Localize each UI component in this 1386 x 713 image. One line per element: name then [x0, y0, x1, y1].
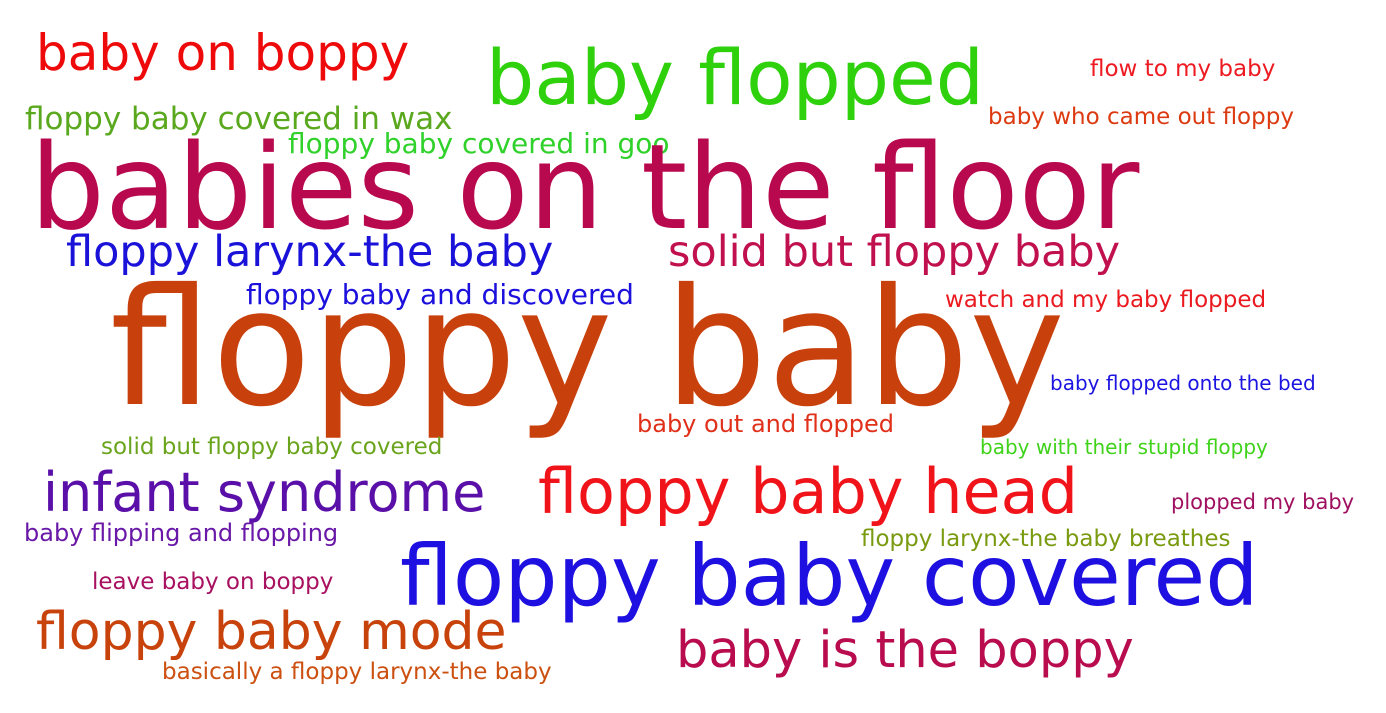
word-babies-on-the-floor: babies on the floor [30, 118, 1140, 256]
word-floppy-baby-and-discovered: floppy baby and discovered [246, 278, 634, 311]
word-baby-with-their-stupid-floppy: baby with their stupid floppy [980, 435, 1268, 459]
word-flow-to-my-baby: flow to my baby [1090, 56, 1276, 82]
word-floppy-baby-covered-in-wax: floppy baby covered in wax [25, 101, 453, 137]
word-floppy-baby-head: floppy baby head [538, 455, 1078, 528]
word-floppy-baby-covered: floppy baby covered [400, 527, 1259, 625]
word-floppy-larynx-the-baby-breathes: floppy larynx-the baby breathes [861, 526, 1231, 552]
word-baby-is-the-boppy: baby is the boppy [676, 621, 1134, 680]
word-floppy-baby-mode: floppy baby mode [36, 602, 507, 662]
word-floppy-baby: floppy baby [110, 255, 1065, 443]
word-baby-flopped: baby flopped [486, 33, 985, 122]
word-leave-baby-on-boppy: leave baby on boppy [92, 569, 334, 595]
word-floppy-baby-covered-in-goo: floppy baby covered in goo [288, 127, 670, 160]
word-basically-a-floppy-larynx-the-baby: basically a floppy larynx-the baby [162, 659, 552, 685]
word-baby-flipping-and-flopping: baby flipping and flopping [24, 519, 339, 547]
word-watch-and-my-baby-flopped: watch and my baby flopped [945, 287, 1267, 313]
word-solid-but-floppy-baby-covered: solid but floppy baby covered [101, 434, 443, 460]
word-baby-flopped-onto-the-bed: baby flopped onto the bed [1050, 371, 1316, 395]
word-baby-out-and-flopped: baby out and flopped [637, 410, 894, 438]
word-plopped-my-baby: plopped my baby [1171, 490, 1355, 514]
word-infant-syndrome: infant syndrome [43, 461, 486, 524]
word-baby-who-came-out-floppy: baby who came out floppy [988, 104, 1294, 130]
word-floppy-larynx-the-baby: floppy larynx-the baby [66, 227, 554, 277]
word-baby-on-boppy: baby on boppy [36, 24, 410, 82]
word-solid-but-floppy-baby: solid but floppy baby [668, 227, 1121, 277]
